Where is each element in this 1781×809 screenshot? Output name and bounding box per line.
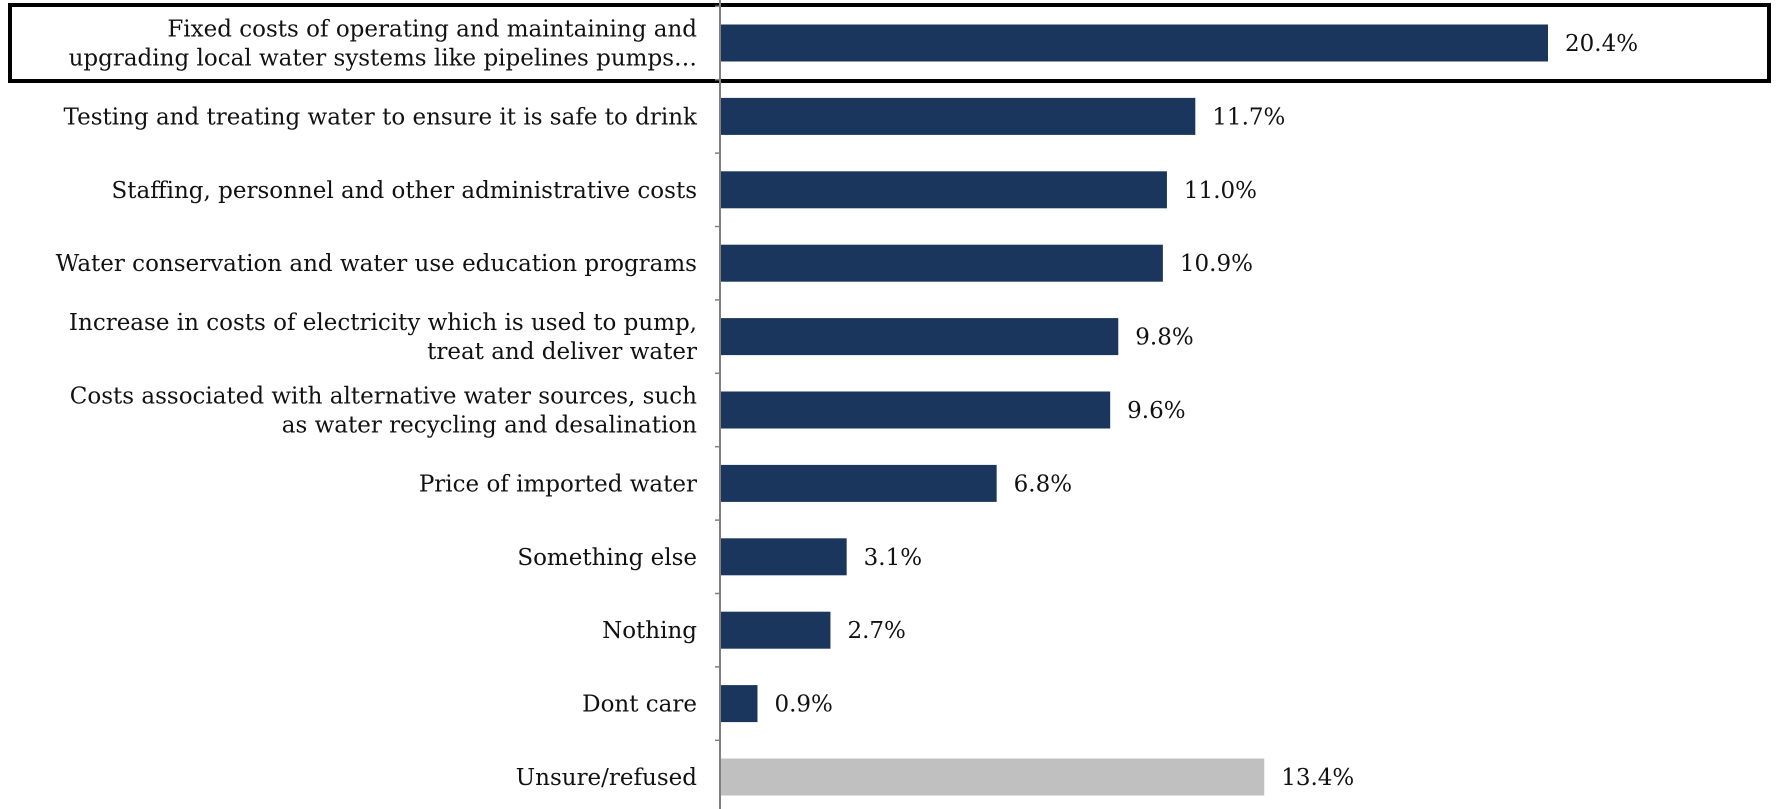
category-label: Price of imported water [419, 471, 697, 497]
category-label: Fixed costs of operating and maintaining… [167, 17, 697, 43]
data-label: 13.4% [1281, 765, 1354, 791]
data-label: 9.8% [1135, 325, 1193, 351]
bars-layer [721, 24, 1548, 796]
data-label: 9.6% [1127, 398, 1185, 424]
data-label: 0.9% [774, 692, 832, 718]
data-label: 3.1% [864, 545, 922, 571]
category-labels: Fixed costs of operating and maintaining… [56, 17, 698, 792]
data-label: 2.7% [847, 618, 905, 644]
bar [721, 24, 1548, 62]
category-label: Costs associated with alternative water … [70, 384, 697, 410]
axis-layer [715, 0, 721, 809]
category-label: Testing and treating water to ensure it … [64, 104, 699, 130]
category-label: upgrading local water systems like pipel… [69, 46, 697, 72]
category-label: Staffing, personnel and other administra… [112, 178, 697, 204]
bar [721, 391, 1111, 429]
value-labels: 20.4% 11.7% 11.0% 10.9% 9.8% 9.6% 6.8% 3.1% 2.7%… [774, 31, 1638, 791]
category-label: Dont care [582, 692, 697, 718]
data-label: 11.7% [1212, 104, 1285, 130]
bar [721, 758, 1265, 796]
category-label: Unsure/refused [516, 765, 698, 791]
category-label: Nothing [602, 618, 697, 644]
bar [721, 538, 847, 576]
bar [721, 318, 1119, 356]
bar [721, 97, 1196, 135]
data-label: 20.4% [1565, 31, 1638, 57]
bar [721, 244, 1163, 282]
data-label: 10.9% [1180, 251, 1253, 277]
data-label: 6.8% [1014, 471, 1072, 497]
bar [721, 611, 831, 649]
category-label: Increase in costs of electricity which i… [69, 310, 697, 336]
bar [721, 685, 758, 723]
category-label: treat and deliver water [427, 339, 697, 365]
category-label: as water recycling and desalination [282, 413, 697, 439]
highlight-layer [8, 3, 1771, 83]
bar [721, 464, 997, 502]
bar [721, 171, 1167, 209]
category-label: Something else [517, 545, 697, 571]
highlight-box [8, 3, 1771, 83]
category-label: Water conservation and water use educati… [56, 251, 697, 277]
data-label: 11.0% [1184, 178, 1257, 204]
